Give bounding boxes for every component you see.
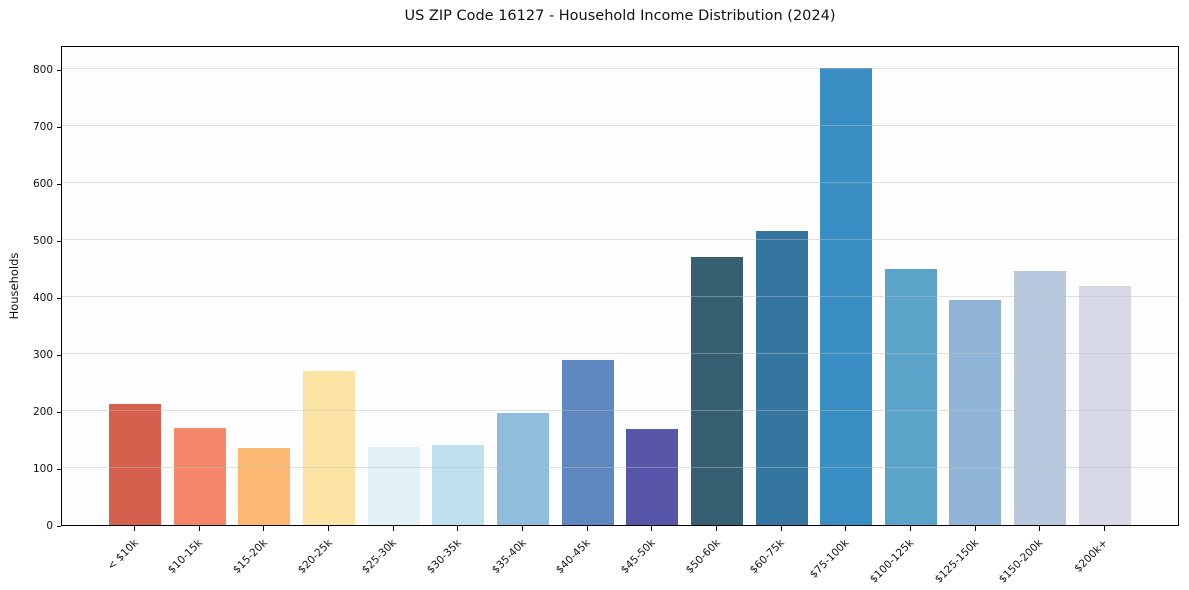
y-tick-label-400: 400 — [32, 292, 53, 304]
y-tick-label-700: 700 — [32, 121, 53, 133]
y-tick-label-500: 500 — [32, 235, 53, 247]
bar-< $10k — [109, 404, 161, 525]
gridline-300 — [62, 353, 1178, 354]
y-tick-label-100: 100 — [32, 463, 53, 475]
y-axis-label: Households — [7, 252, 21, 320]
y-tick-label-200: 200 — [32, 406, 53, 418]
bar-$100-125k — [884, 268, 937, 525]
x-tick-label-$125-150k: $125-150k — [932, 537, 981, 586]
bar-$30-35k — [432, 444, 485, 525]
x-tick-mark — [586, 526, 588, 531]
x-tick-mark — [392, 526, 394, 531]
bar-$10-15k — [173, 428, 226, 525]
x-tick-label-$150-200k: $150-200k — [997, 537, 1046, 586]
x-tick-mark — [1039, 526, 1041, 531]
bars-layer — [62, 47, 1178, 525]
gridline-700 — [62, 125, 1178, 126]
gridline-200 — [62, 410, 1178, 411]
y-tick-mark — [56, 355, 61, 356]
bar-$45-50k — [626, 429, 679, 525]
y-tick-mark — [56, 412, 61, 413]
x-tick-label-$75-100k: $75-100k — [807, 537, 852, 581]
y-tick-mark — [56, 241, 61, 242]
x-tick-label-< $10k: < $10k — [104, 537, 141, 573]
bar-$125-150k — [949, 300, 1002, 525]
x-tick-mark — [263, 526, 265, 531]
x-tick-label-$10-15k: $10-15k — [166, 537, 206, 577]
gridline-100 — [62, 467, 1178, 468]
y-tick-mark — [56, 127, 61, 128]
x-tick-label-$40-45k: $40-45k — [554, 537, 594, 577]
plot-area — [61, 46, 1179, 526]
bar-$50-60k — [690, 257, 743, 525]
gridline-800 — [62, 67, 1178, 69]
x-tick-mark — [1103, 526, 1105, 531]
chart-title: US ZIP Code 16127 - Household Income Dis… — [404, 8, 836, 24]
y-tick-mark — [56, 526, 61, 527]
x-tick-mark — [845, 526, 847, 531]
y-tick-label-600: 600 — [32, 178, 53, 190]
x-tick-mark — [715, 526, 718, 531]
bar-$20-25k — [302, 371, 355, 525]
x-tick-label-$60-75k: $60-75k — [747, 537, 787, 577]
x-tick-label-$100-125k: $100-125k — [867, 537, 917, 586]
x-tick-mark — [780, 526, 782, 531]
x-tick-mark — [651, 526, 653, 531]
y-tick-mark — [56, 69, 61, 71]
x-tick-label-$45-50k: $45-50k — [618, 537, 658, 577]
bar-$75-100k — [820, 68, 873, 525]
x-tick-label-$15-20k: $15-20k — [230, 537, 270, 577]
x-tick-mark — [909, 526, 911, 531]
gridline-600 — [62, 182, 1178, 183]
x-tick-label-$20-25k: $20-25k — [295, 537, 335, 577]
bar-$40-45k — [561, 359, 614, 525]
x-tick-mark — [198, 526, 200, 531]
y-tick-mark — [56, 298, 61, 299]
bar-$150-200k — [1014, 270, 1067, 525]
bar-$35-40k — [496, 413, 549, 525]
x-tick-label-$200k+: $200k+ — [1072, 537, 1111, 575]
x-tick-label-$25-30k: $25-30k — [360, 537, 400, 577]
x-tick-label-$50-60k: $50-60k — [683, 537, 723, 577]
bar-$60-75k — [755, 231, 808, 525]
x-tick-label-$35-40k: $35-40k — [489, 537, 529, 577]
y-tick-label-0: 0 — [46, 520, 53, 532]
grid-layer — [62, 47, 1178, 525]
x-tick-mark — [134, 526, 136, 531]
x-tick-mark — [457, 526, 459, 531]
gridline-500 — [62, 239, 1178, 240]
bar-$200k+ — [1078, 286, 1131, 525]
x-tick-label-$30-35k: $30-35k — [424, 537, 464, 577]
y-tick-label-300: 300 — [32, 349, 53, 361]
gridline-400 — [62, 296, 1178, 297]
y-tick-label-800: 800 — [32, 63, 53, 76]
y-tick-mark — [56, 469, 61, 470]
x-tick-mark — [521, 526, 524, 531]
bar-$25-30k — [367, 446, 420, 525]
x-tick-mark — [328, 526, 330, 531]
bar-$15-20k — [238, 448, 291, 525]
x-tick-mark — [974, 526, 976, 531]
y-tick-mark — [56, 184, 61, 185]
